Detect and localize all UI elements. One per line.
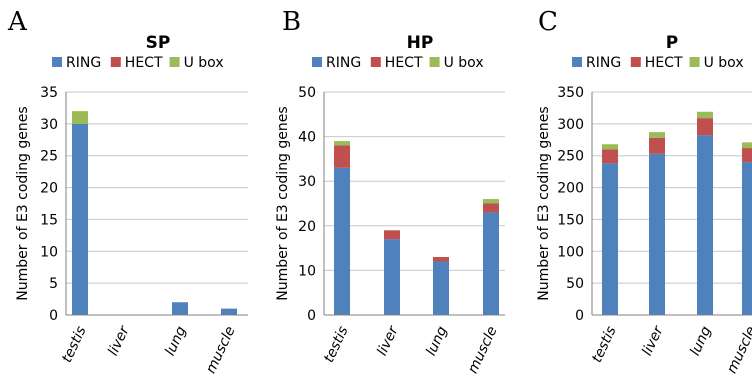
x-tick-label: muscle [724, 324, 752, 376]
legend-swatch-hect [110, 57, 121, 67]
bar-muscle-hect [483, 203, 499, 213]
bar-lung-hect [697, 118, 713, 136]
legend-swatch-hect [370, 57, 381, 67]
legend-label: RING [586, 55, 621, 71]
x-tick-label: testis [589, 324, 620, 365]
bar-muscle-u-box [742, 142, 752, 149]
y-tick-label: 200 [557, 181, 584, 197]
y-tick-label: 50 [566, 276, 584, 292]
legend-swatch-u-box [169, 57, 180, 67]
bar-testis-ring [334, 167, 350, 315]
bar-lung-ring [433, 261, 449, 315]
y-tick-label: 25 [40, 149, 58, 165]
legend-label: U box [704, 55, 744, 71]
bar-testis-hect [334, 145, 350, 168]
y-tick-label: 30 [40, 117, 58, 133]
y-axis-label: Number of E3 coding genes [15, 106, 31, 300]
y-tick-label: 35 [40, 85, 58, 101]
bar-muscle-ring [742, 162, 752, 315]
bar-muscle-hect [742, 148, 752, 163]
x-tick-label: liver [105, 323, 133, 358]
x-tick-label: lung [423, 324, 450, 359]
legend-label: HECT [385, 55, 423, 71]
y-tick-label: 10 [298, 263, 316, 279]
bar-lung-ring [697, 135, 713, 315]
bar-testis-u-box [72, 111, 88, 124]
bar-lung-u-box [697, 111, 713, 119]
legend-swatch-u-box [689, 57, 700, 67]
legend-label: HECT [125, 55, 163, 71]
x-tick-label: liver [374, 323, 402, 358]
panel-letter: A [7, 7, 28, 37]
bar-liver-hect [649, 137, 665, 154]
y-tick-label: 350 [557, 85, 584, 101]
panel-letter: B [282, 7, 301, 37]
bar-lung-ring [172, 302, 188, 315]
bar-testis-ring [602, 163, 618, 315]
chart-title: P [666, 33, 678, 53]
chart-panel-b: B HP RING HECT U box 0 10 20 30 40 50 Number of E3 … [275, 7, 505, 376]
bar-muscle-u-box [483, 199, 499, 204]
y-tick-label: 40 [298, 130, 316, 146]
x-tick-label: lung [162, 324, 189, 359]
y-tick-label: 20 [298, 219, 316, 235]
bar-testis-u-box [602, 144, 618, 150]
bar-liver-hect [384, 230, 400, 240]
bar-lung-hect [433, 257, 449, 262]
y-tick-label: 30 [298, 174, 316, 190]
bar-testis-hect [602, 149, 618, 164]
x-tick-label: liver [639, 323, 667, 358]
legend-swatch-u-box [429, 57, 440, 67]
y-tick-label: 50 [298, 85, 316, 101]
y-tick-label: 300 [557, 117, 584, 133]
x-tick-label: muscle [465, 324, 501, 376]
bar-liver-ring [384, 239, 400, 315]
legend-label: U box [184, 55, 224, 71]
bar-testis-u-box [334, 141, 350, 146]
y-tick-label: 5 [49, 276, 58, 292]
panel-letter: C [538, 7, 558, 37]
legend-label: U box [444, 55, 484, 71]
legend-swatch-ring [572, 57, 582, 67]
x-tick-label: lung [687, 324, 714, 359]
bar-testis-ring [72, 123, 88, 315]
y-axis-label: Number of E3 coding genes [275, 106, 291, 300]
y-tick-label: 10 [40, 244, 58, 260]
legend-swatch-ring [52, 57, 62, 67]
bar-muscle-ring [221, 308, 237, 315]
bar-muscle-ring [483, 212, 499, 315]
chart-title: SP [146, 33, 171, 53]
y-tick-label: 100 [557, 244, 584, 260]
legend-swatch-hect [630, 57, 641, 67]
x-tick-label: muscle [203, 324, 239, 376]
y-tick-label: 0 [307, 308, 316, 324]
x-tick-label: testis [59, 324, 90, 365]
chart-panel-c: C P RING HECT U box 0 50 100 150 200 250 300 350 Numb… [536, 7, 752, 376]
legend-swatch-ring [312, 57, 322, 67]
y-tick-label: 0 [575, 308, 584, 324]
chart-panel-a: A SP RING HECT U box 0 5 10 15 20 25 30 35 Number of … [7, 7, 248, 376]
y-tick-label: 15 [40, 212, 58, 228]
y-tick-label: 20 [40, 181, 58, 197]
y-axis-label: Number of E3 coding genes [536, 106, 552, 300]
chart-title: HP [407, 33, 434, 53]
bar-liver-ring [649, 153, 665, 315]
legend-label: RING [326, 55, 361, 71]
x-tick-label: testis [321, 324, 352, 365]
y-tick-label: 150 [557, 212, 584, 228]
legend-label: HECT [645, 55, 683, 71]
y-tick-label: 0 [49, 308, 58, 324]
y-tick-label: 250 [557, 149, 584, 165]
legend-label: RING [66, 55, 101, 71]
bar-liver-u-box [649, 132, 665, 138]
